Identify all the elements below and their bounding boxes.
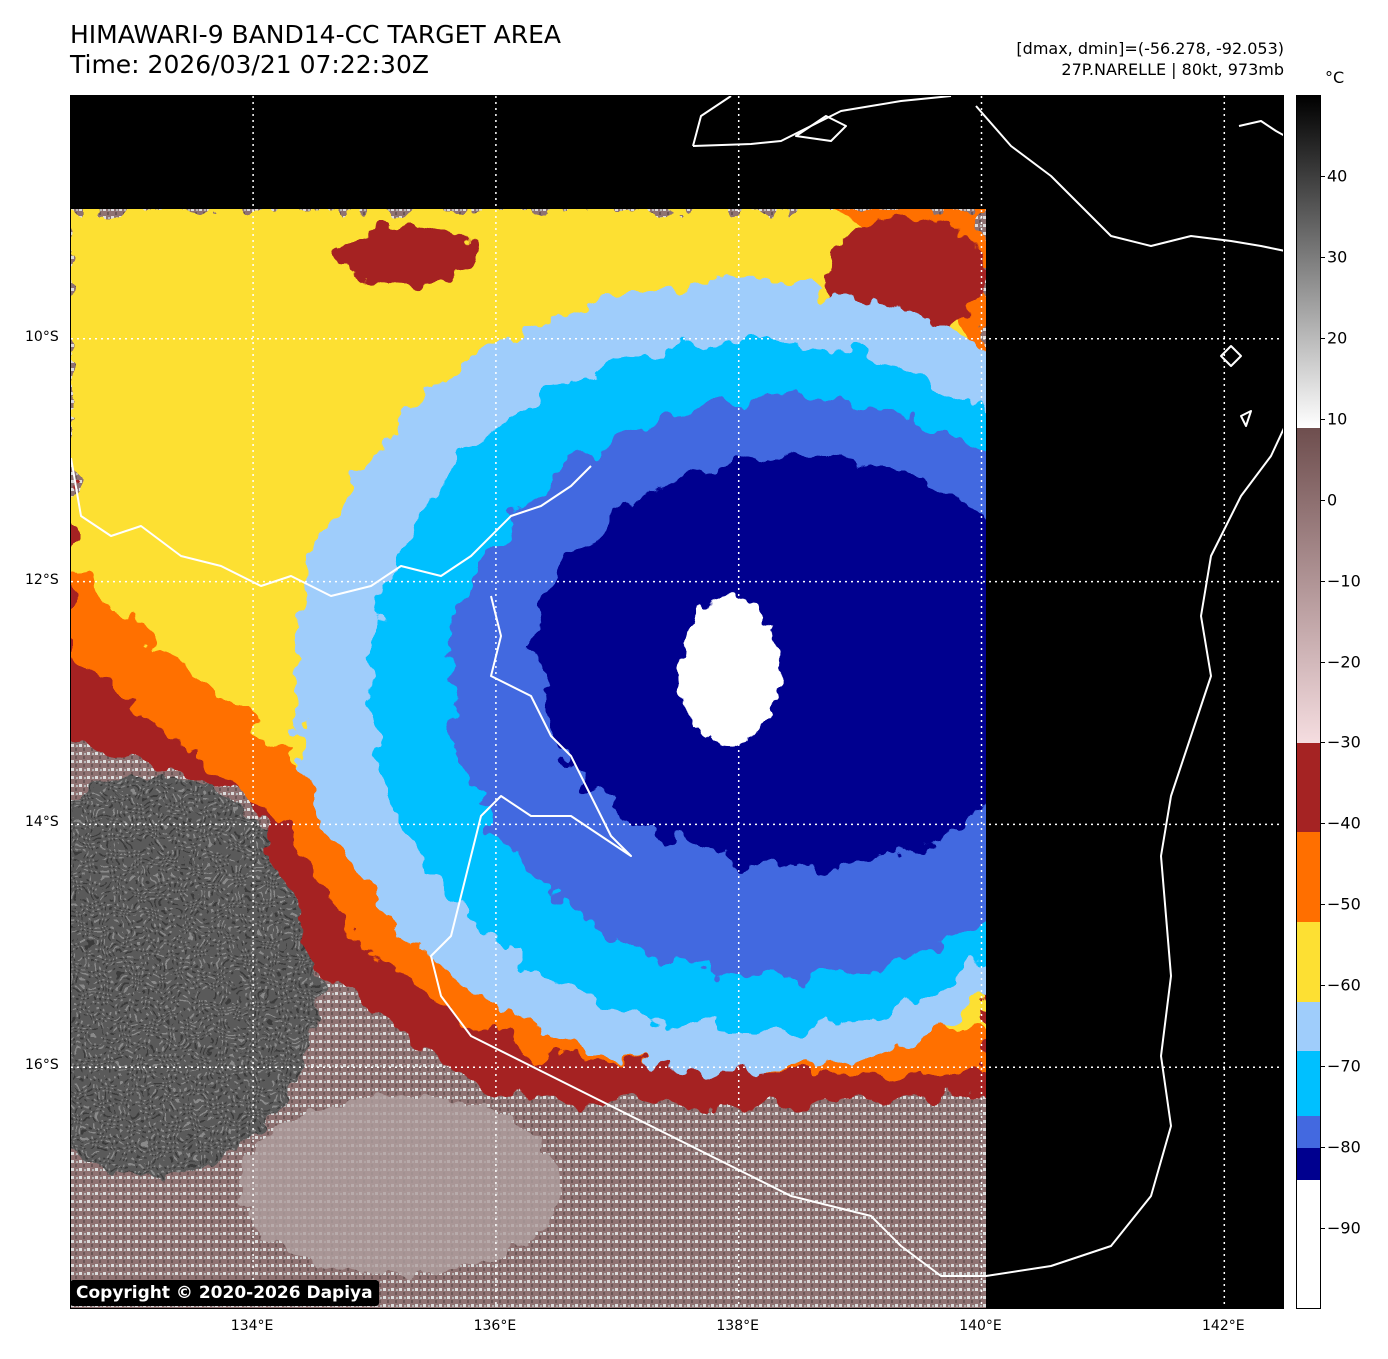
coastline-3 [692, 96, 952, 147]
lon-label: 134°E [230, 1318, 274, 1334]
cold-patch-north [336, 226, 476, 286]
lat-label: 12°S [25, 571, 59, 588]
ir-cloud-field [71, 209, 986, 1308]
lon-label: 142°E [1202, 1318, 1245, 1334]
colorbar-segment [1297, 921, 1320, 1003]
cold-cloud-top [679, 596, 780, 747]
colorbar-tick-label: 30 [1327, 247, 1348, 267]
lon-label: 136°E [473, 1318, 517, 1334]
colorbar-tick-mark [1321, 580, 1325, 582]
colorbar-tick-label: −70 [1327, 1056, 1361, 1076]
land-clear-region-south [241, 1096, 561, 1276]
coastline-5 [1238, 120, 1283, 137]
colorbar-segment [1297, 832, 1320, 922]
lat-label: 16°S [25, 1057, 59, 1074]
info-storm: 27P.NARELLE | 80kt, 973mb [1061, 60, 1284, 79]
title-line-1: HIMAWARI-9 BAND14-CC TARGET AREA [70, 20, 562, 49]
colorbar-segment [1297, 1180, 1320, 1308]
graticule [71, 96, 1283, 1308]
colorbar-segment [1297, 743, 1320, 833]
colorbar-tick-label: −90 [1327, 1218, 1361, 1238]
title-block: HIMAWARI-9 BAND14-CC TARGET AREA Time: 2… [70, 20, 561, 80]
colorbar-segment [1297, 1051, 1320, 1116]
colorbar-tick-label: 0 [1327, 490, 1338, 510]
colorbar-tick-mark [1321, 904, 1325, 906]
colorbar-tick-mark [1321, 742, 1325, 744]
colorbar-tick-label: 10 [1327, 409, 1348, 429]
satellite-map [70, 95, 1284, 1309]
colorbar-tick-label: −10 [1327, 571, 1361, 591]
colorbar-segment [1297, 427, 1320, 744]
lat-label: 14°S [25, 814, 59, 831]
colorbar-tick-label: 20 [1327, 328, 1348, 348]
colorbar-tick-label: −40 [1327, 813, 1361, 833]
colorbar-tick-mark [1321, 823, 1325, 825]
info-block: [dmax, dmin]=(-56.278, -92.053) 27P.NARE… [1016, 38, 1284, 80]
colorbar-tick-label: −50 [1327, 894, 1361, 914]
colorbar-tick-mark [1321, 175, 1325, 177]
colorbar-tick-label: −20 [1327, 652, 1361, 672]
colorbar-tick-mark [1321, 256, 1325, 258]
colorbar-tick-label: 40 [1327, 166, 1348, 186]
colorbar-tick-mark [1321, 661, 1325, 663]
coastline-6 [795, 115, 847, 142]
colorbar [1296, 95, 1321, 1309]
colorbar-unit: °C [1325, 68, 1345, 87]
colorbar-tick-label: −60 [1327, 975, 1361, 995]
coastline-4 [975, 105, 1283, 252]
coastlines [71, 96, 1283, 1277]
info-dmax-dmin: [dmax, dmin]=(-56.278, -92.053) [1016, 39, 1284, 58]
colorbar-tick-mark [1321, 1228, 1325, 1230]
colorbar-tick-mark [1321, 499, 1325, 501]
colorbar-tick-mark [1321, 418, 1325, 420]
colorbar-segment [1297, 1002, 1320, 1051]
lon-label: 138°E [716, 1318, 759, 1334]
colorbar-tick-mark [1321, 985, 1325, 987]
colorbar-segment [1297, 1115, 1320, 1149]
colorbar-tick-mark [1321, 337, 1325, 339]
lat-label: 10°S [25, 328, 59, 345]
coastline-2 [692, 96, 732, 147]
colorbar-tick-mark [1321, 1066, 1325, 1068]
ring-navy [534, 456, 986, 867]
colorbar-segment [1297, 1148, 1320, 1181]
coastline-8 [1240, 410, 1252, 427]
lon-label: 140°E [959, 1318, 1002, 1334]
colorbar-tick-mark [1321, 1147, 1325, 1149]
map-svg [71, 96, 1283, 1308]
land-clear-region [71, 776, 321, 1176]
coastline-1 [430, 427, 1283, 1277]
title-line-2: Time: 2026/03/21 07:22:30Z [70, 50, 429, 79]
colorbar-tick-label: −80 [1327, 1137, 1361, 1157]
copyright-label: Copyright © 2020-2026 Dapiya [70, 1280, 379, 1306]
colorbar-segment [1297, 96, 1320, 428]
colorbar-tick-label: −30 [1327, 732, 1361, 752]
coastline-7 [1220, 345, 1242, 367]
coastline-0 [71, 457, 592, 597]
